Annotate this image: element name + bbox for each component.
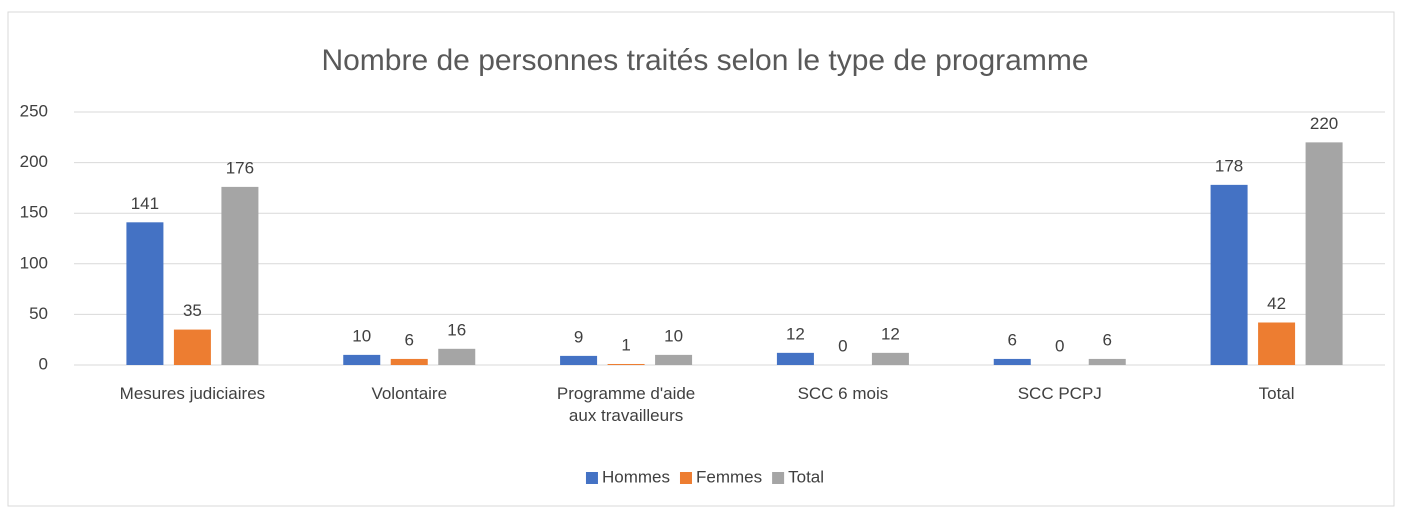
data-label: 178 [1215, 156, 1243, 175]
x-tick-label: Mesures judiciaires [119, 384, 266, 403]
legend-label: Femmes [696, 467, 762, 486]
bar [1305, 142, 1343, 365]
y-tick-label: 250 [20, 101, 48, 120]
x-tick-label: Total [1258, 384, 1295, 403]
bar [560, 355, 598, 365]
data-label: 35 [183, 301, 202, 320]
bar [1258, 322, 1296, 365]
data-label: 6 [1008, 330, 1017, 349]
legend-swatch [772, 472, 785, 484]
bar [438, 348, 476, 365]
data-label: 220 [1310, 114, 1338, 133]
bar [1210, 184, 1248, 365]
y-tick-label: 50 [29, 304, 48, 323]
x-tick-label: SCC 6 mois [797, 384, 889, 403]
y-tick-label: 100 [20, 253, 48, 272]
data-label: 6 [1103, 330, 1112, 349]
bar [126, 222, 164, 365]
chart-border [7, 11, 1395, 507]
data-label: 12 [881, 324, 900, 343]
y-tick-label: 150 [20, 203, 48, 222]
data-label: 10 [664, 326, 683, 345]
x-tick-label: Volontaire [371, 384, 448, 403]
x-tick-label: Programme d'aide aux travailleurs [556, 384, 696, 425]
data-label: 0 [838, 336, 847, 355]
bar [343, 354, 381, 365]
data-label: 1 [621, 335, 630, 354]
bar [871, 352, 909, 365]
y-tick-label: 0 [39, 354, 48, 373]
data-label: 0 [1055, 336, 1064, 355]
bar [221, 186, 259, 365]
legend-label: Hommes [602, 467, 670, 486]
bar [390, 358, 428, 365]
bar [173, 329, 211, 365]
legend-label: Total [788, 467, 824, 486]
bar [1088, 358, 1126, 365]
legend-swatch [585, 472, 598, 484]
chart-title: Nombre de personnes traités selon le typ… [321, 44, 1088, 77]
data-label: 10 [352, 326, 371, 345]
data-label: 141 [131, 194, 159, 213]
data-label: 6 [405, 330, 414, 349]
data-label: 9 [574, 327, 583, 346]
data-label: 176 [226, 158, 254, 177]
data-label: 12 [786, 324, 805, 343]
data-label: 16 [447, 320, 466, 339]
legend-swatch [679, 472, 692, 484]
data-label: 42 [1267, 294, 1286, 313]
bar [607, 363, 645, 365]
bar [776, 352, 814, 365]
bar [655, 354, 693, 365]
y-tick-label: 200 [20, 152, 48, 171]
bar [993, 358, 1031, 365]
x-tick-label: SCC PCPJ [1017, 384, 1102, 403]
